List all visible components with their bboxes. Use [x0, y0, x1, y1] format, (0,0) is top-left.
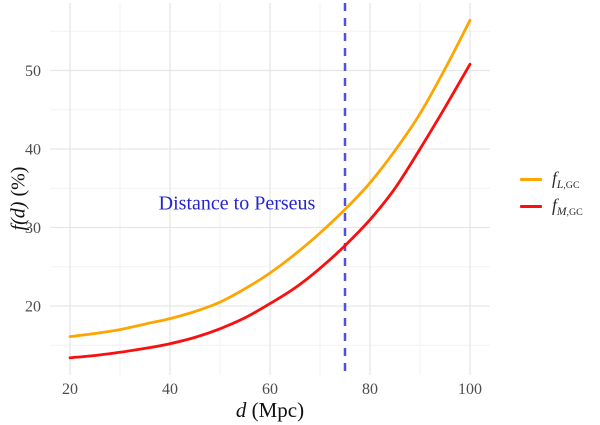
x-tick-label: 60 — [262, 381, 278, 398]
annotation-distance-to-perseus: Distance to Perseus — [158, 192, 316, 215]
y-tick-label: 30 — [25, 220, 41, 237]
y-tick-label: 50 — [25, 63, 41, 80]
x-axis-title-unit: (Mpc) — [246, 398, 305, 422]
legend-label-fm: fM,GC — [552, 194, 583, 219]
legend-item-fl: fL,GC — [520, 166, 583, 193]
y-tick-label: 40 — [25, 142, 41, 159]
legend-label-fl: fL,GC — [552, 167, 580, 192]
legend-key-line-orange — [520, 178, 542, 181]
y-axis-title-math: f(d) — [7, 201, 30, 231]
legend-key-line-red — [520, 205, 542, 208]
y-axis-title-unit: (%) — [7, 166, 30, 202]
x-tick-label: 40 — [162, 381, 178, 398]
x-tick-label: 20 — [62, 381, 78, 398]
x-axis-title-math: d — [235, 398, 247, 422]
legend-item-fm: fM,GC — [520, 193, 583, 220]
x-tick-label: 100 — [458, 381, 482, 398]
curve-fm — [68, 62, 472, 360]
y-axis-title: f(d) (%) — [8, 144, 31, 254]
x-axis-title: d (Mpc) — [236, 398, 304, 423]
legend: fL,GC fM,GC — [520, 166, 583, 220]
y-tick-label: 20 — [25, 299, 41, 316]
x-tick-label: 80 — [362, 381, 378, 398]
curve-fl — [68, 18, 472, 338]
